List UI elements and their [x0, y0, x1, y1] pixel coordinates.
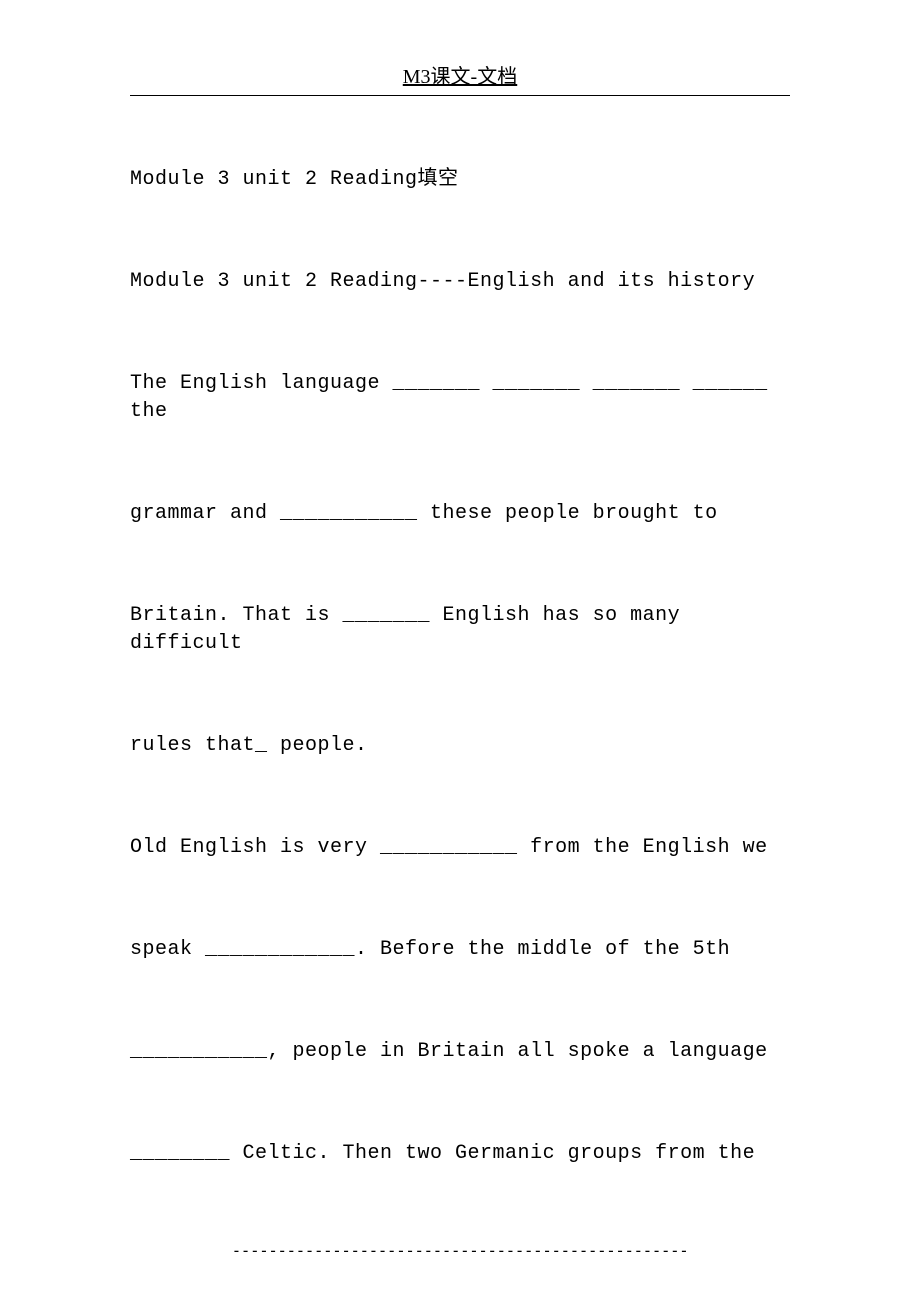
- page-container: M3课文-文档 Module 3 unit 2 Reading填空 Module…: [0, 0, 920, 1282]
- header-rule: [130, 95, 790, 96]
- content-line-6: Old English is very ___________ from the…: [130, 834, 790, 862]
- header-title: M3课文-文档: [130, 60, 790, 89]
- content-line-7: speak ____________. Before the middle of…: [130, 936, 790, 964]
- content-line-3: grammar and ___________ these people bro…: [130, 500, 790, 528]
- content-line-8: ___________, people in Britain all spoke…: [130, 1038, 790, 1066]
- content-line-9: ________ Celtic. Then two Germanic group…: [130, 1140, 790, 1168]
- content-line-4: Britain. That is _______ English has so …: [130, 602, 790, 658]
- footer-dashes: ----------------------------------------…: [0, 1241, 920, 1260]
- content-line-5: rules that_ people.: [130, 732, 790, 760]
- content-line-0: Module 3 unit 2 Reading填空: [130, 166, 790, 194]
- content-line-2: The English language _______ _______ ___…: [130, 370, 790, 426]
- content-line-1: Module 3 unit 2 Reading----English and i…: [130, 268, 790, 296]
